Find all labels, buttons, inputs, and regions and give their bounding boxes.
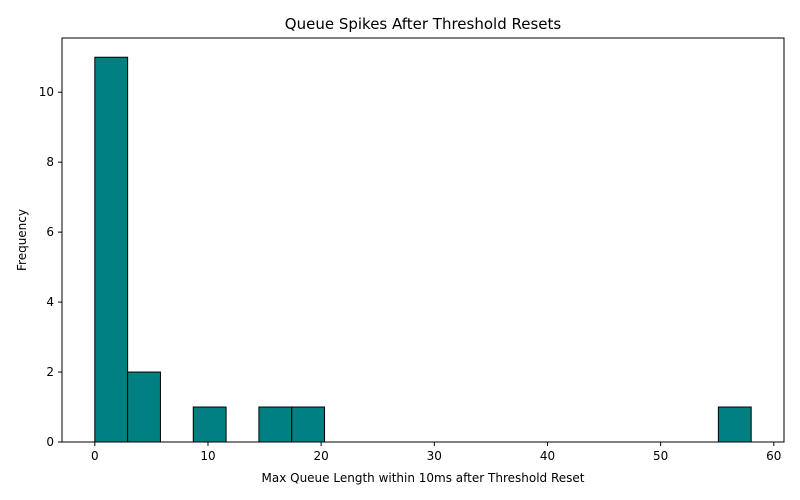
histogram-bar-19 — [717, 406, 752, 443]
y-axis-label: Frequency — [15, 209, 29, 271]
x-axis-ticks: 0 10 20 30 40 50 60 — [91, 442, 781, 463]
histogram-bar-0 — [94, 56, 129, 443]
histogram-bar-1 — [127, 371, 161, 443]
x-tick-label: 10 — [200, 449, 215, 463]
y-tick-label: 2 — [46, 365, 54, 379]
chart-title: Queue Spikes After Threshold Resets — [285, 15, 562, 33]
y-axis-ticks: 0 2 4 6 8 10 — [39, 85, 62, 449]
x-axis-label: Max Queue Length within 10ms after Thres… — [262, 471, 585, 485]
x-tick-label: 20 — [314, 449, 329, 463]
bars-group — [94, 56, 752, 443]
x-tick-label: 60 — [766, 449, 781, 463]
x-tick-label: 50 — [653, 449, 668, 463]
y-tick-label: 10 — [39, 85, 54, 99]
y-tick-label: 0 — [46, 435, 54, 449]
histogram-bar-5 — [258, 406, 293, 443]
y-tick-label: 6 — [46, 225, 54, 239]
histogram-bar-6 — [291, 406, 326, 443]
x-tick-label: 0 — [91, 449, 99, 463]
x-tick-label: 40 — [540, 449, 555, 463]
plot-frame — [61, 37, 785, 443]
y-tick-label: 8 — [46, 155, 54, 169]
histogram-bar-3 — [192, 406, 227, 443]
y-tick-label: 4 — [46, 295, 54, 309]
x-tick-label: 30 — [427, 449, 442, 463]
